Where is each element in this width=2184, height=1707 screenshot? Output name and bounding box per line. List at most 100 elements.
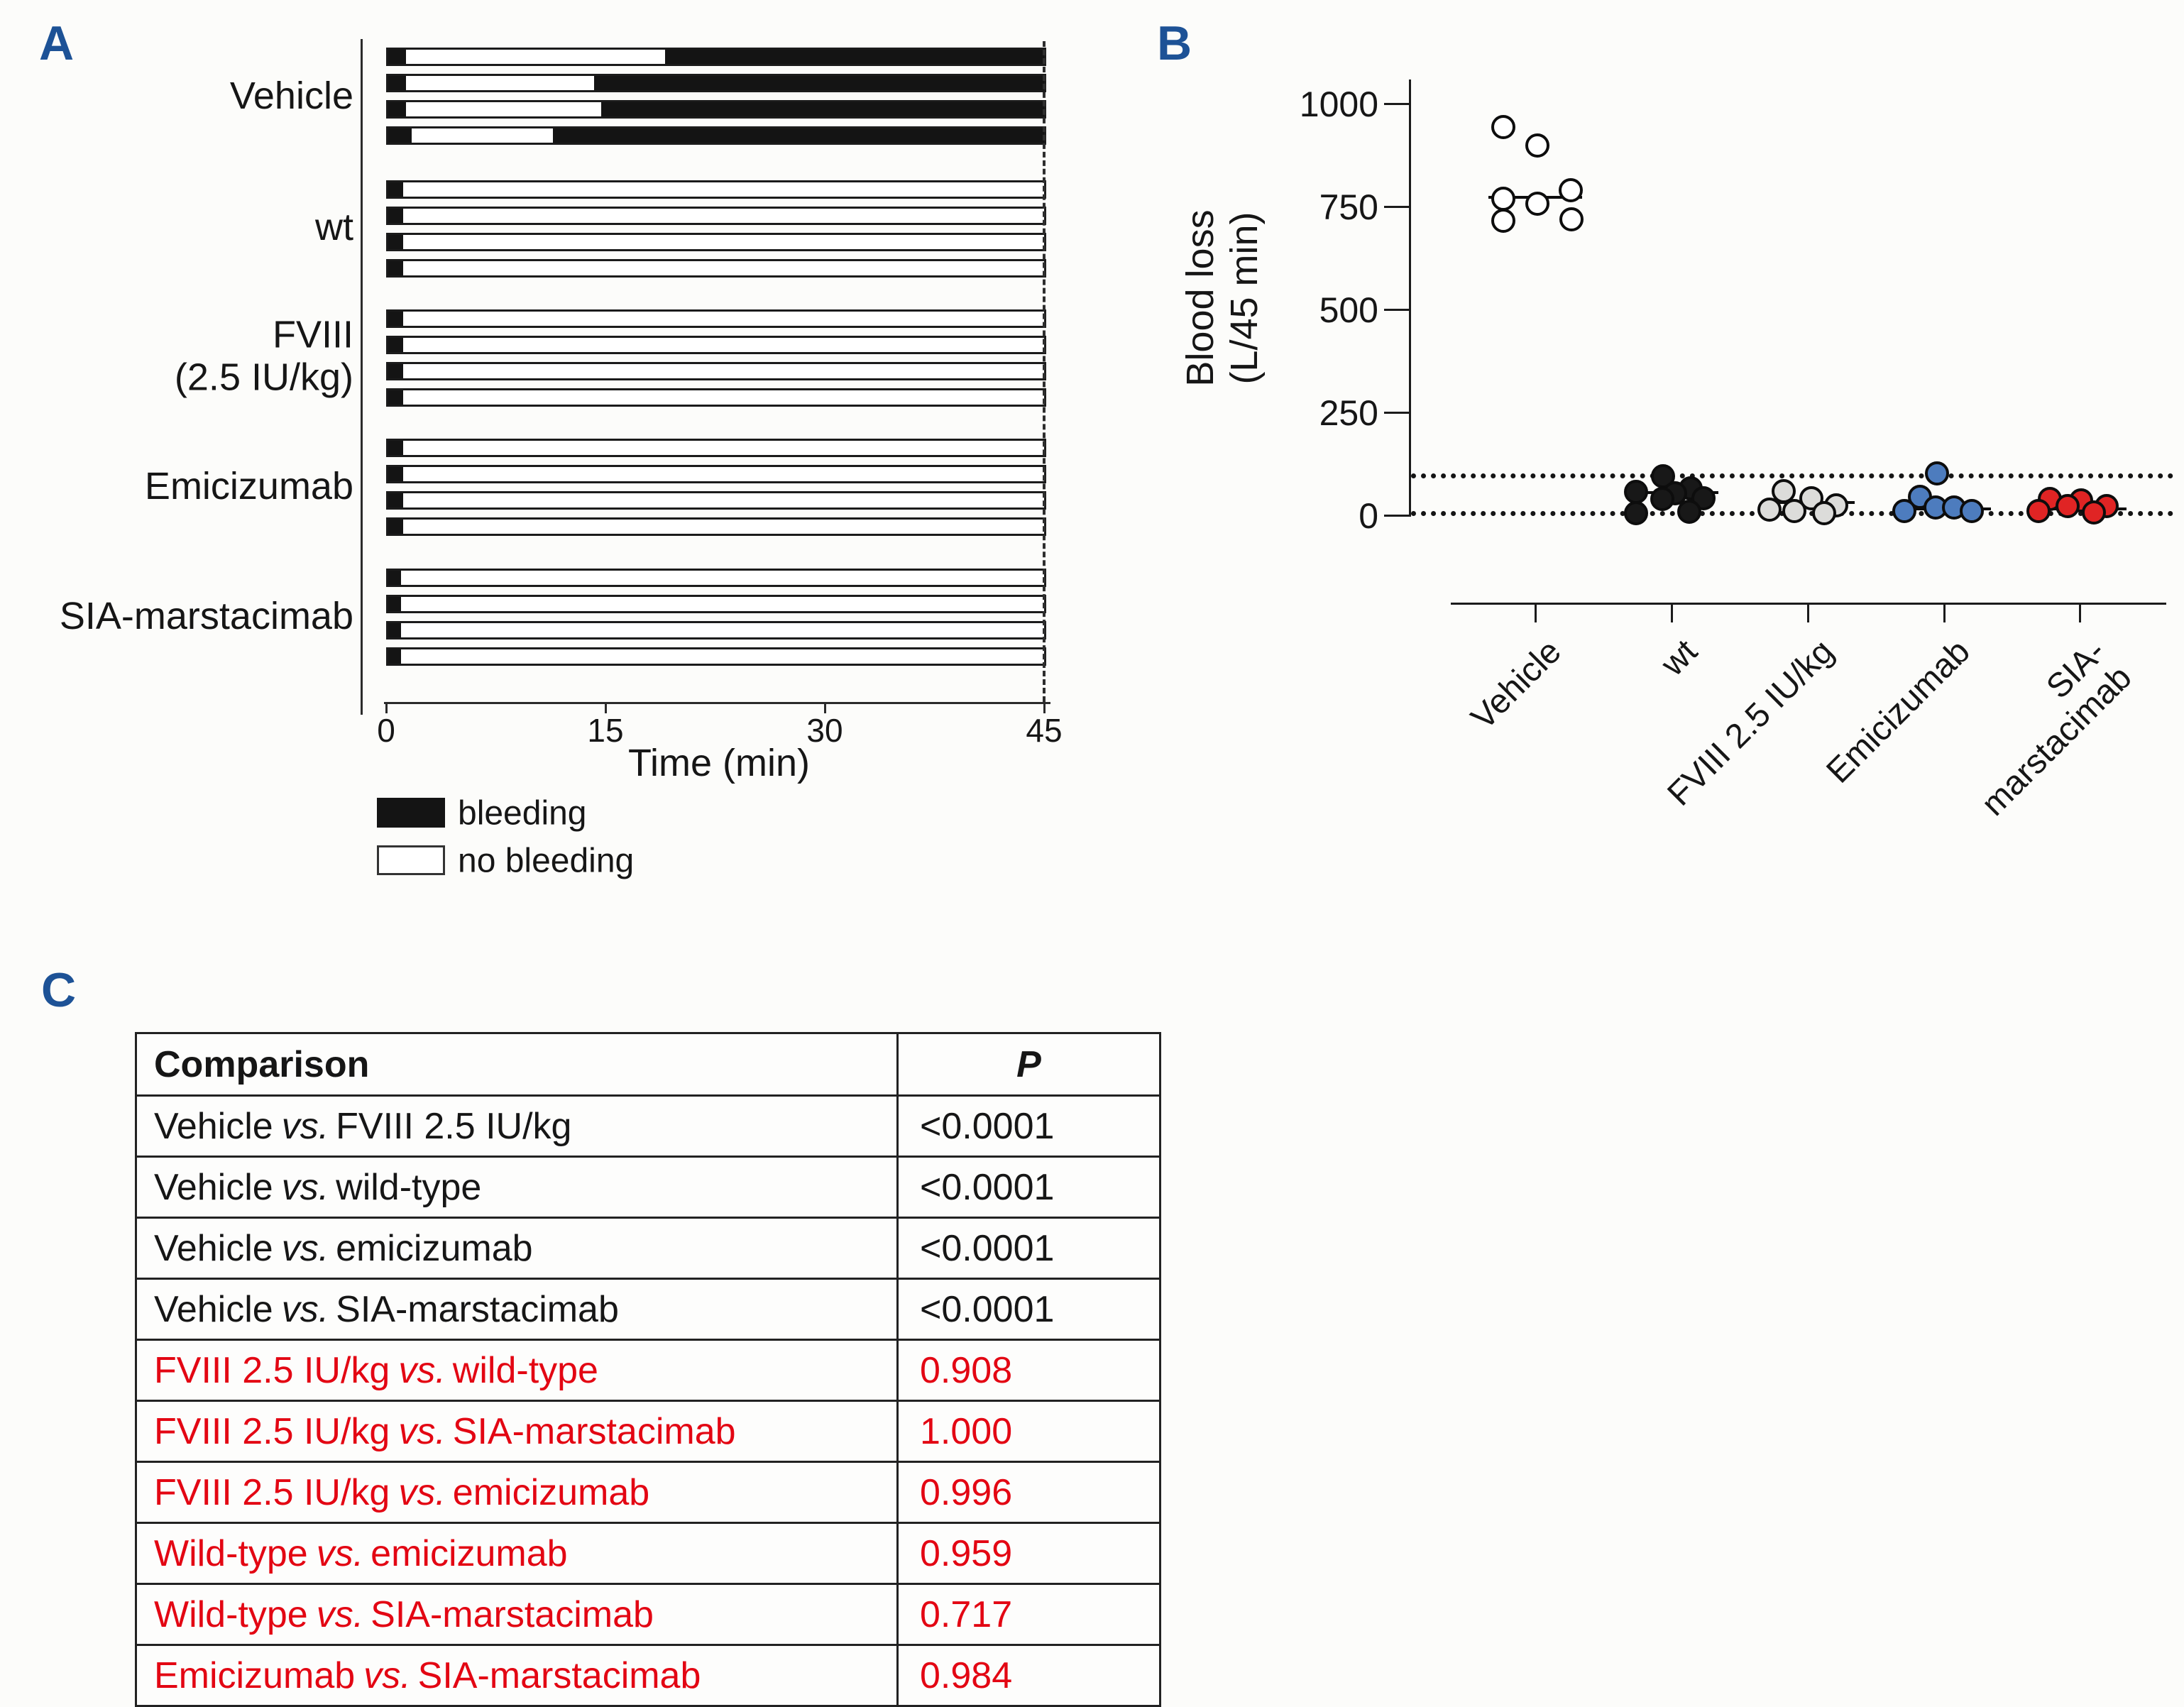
- comparison-right: emicizumab: [452, 1471, 650, 1513]
- comparison-left: Vehicle: [154, 1166, 273, 1208]
- panel-a-x-axis-line: [384, 702, 1050, 704]
- bleeding-timeline-bar: [386, 491, 1046, 510]
- category-label-vehicle: Vehicle: [1464, 632, 1569, 737]
- bleeding-timeline-bar: [386, 48, 1046, 66]
- panel-a-x-axis-title: Time (min): [628, 742, 810, 784]
- data-point: [1782, 499, 1806, 524]
- bleeding-segment: [388, 261, 403, 275]
- bleeding-timeline-bar: [386, 388, 1046, 407]
- comparison-cell: FVIII 2.5 IU/kg vs. emicizumab: [135, 1461, 899, 1524]
- p-value-cell: <0.0001: [896, 1278, 1161, 1341]
- group-label-vehicle: Vehicle: [229, 74, 353, 117]
- table-header-row: Comparison P: [135, 1032, 1161, 1097]
- data-point: [1491, 115, 1515, 140]
- comparison-left: Vehicle: [154, 1227, 273, 1269]
- table-header-comparison: Comparison: [135, 1032, 899, 1097]
- data-point: [1772, 478, 1796, 503]
- bleeding-segment: [388, 467, 403, 481]
- comparison-left: Vehicle: [154, 1288, 273, 1330]
- data-point: [1757, 497, 1782, 522]
- comparison-right: wild-type: [452, 1349, 598, 1391]
- bleeding-segment: [388, 76, 406, 90]
- bleeding-segment: [388, 493, 403, 507]
- comparison-vs: vs.: [398, 1410, 446, 1452]
- category-label-sia-: SIA- marstacimab: [1974, 632, 2139, 823]
- bleeding-timeline-bar: [386, 309, 1046, 328]
- legend-label-no-bleeding: no bleeding: [458, 842, 635, 880]
- data-point: [1491, 186, 1515, 211]
- comparison-cell: Vehicle vs. FVIII 2.5 IU/kg: [135, 1094, 899, 1158]
- p-value-cell: 0.984: [896, 1644, 1161, 1707]
- category-label-wt: wt: [1654, 632, 1705, 684]
- bleeding-segment: [553, 128, 1044, 143]
- bleeding-timeline-bar: [386, 647, 1046, 666]
- table-row: FVIII 2.5 IU/kg vs. wild-type 0.908: [135, 1339, 1161, 1402]
- legend-label-bleeding: bleeding: [458, 794, 587, 833]
- comparison-cell: FVIII 2.5 IU/kg vs. wild-type: [135, 1339, 899, 1402]
- table-row: Vehicle vs. wild-type <0.0001: [135, 1156, 1161, 1219]
- data-point: [1525, 133, 1549, 158]
- comparison-left: FVIII 2.5 IU/kg: [154, 1349, 390, 1391]
- bleeding-timeline-bar: [386, 126, 1046, 145]
- x-tick-mark: [1806, 603, 1809, 622]
- comparison-vs: vs.: [281, 1105, 329, 1147]
- data-point: [1559, 207, 1584, 231]
- x-tick-mark: [2078, 603, 2081, 622]
- bleeding-segment: [388, 390, 403, 405]
- comparison-left: FVIII 2.5 IU/kg: [154, 1410, 390, 1452]
- x-tick-label: 0: [377, 712, 395, 749]
- table-row: FVIII 2.5 IU/kg vs. emicizumab 0.996: [135, 1461, 1161, 1524]
- p-value-cell: 0.908: [896, 1339, 1161, 1402]
- bleeding-segment: [388, 623, 402, 637]
- x-tick-label: 15: [587, 712, 624, 749]
- bleeding-segment: [593, 76, 1044, 90]
- comparison-vs: vs.: [281, 1166, 329, 1208]
- p-value-cell: <0.0001: [896, 1094, 1161, 1158]
- bleeding-timeline-bar: [386, 207, 1046, 225]
- group-label-fviii: FVIII (2.5 IU/kg): [174, 313, 353, 399]
- bleeding-segment: [388, 441, 403, 455]
- data-point: [1960, 499, 1984, 524]
- comparison-left: FVIII 2.5 IU/kg: [154, 1471, 390, 1513]
- panel-a-45min-dashed-line: [1043, 41, 1046, 702]
- panel-a-axis-divider: [361, 39, 363, 715]
- data-point: [2056, 494, 2080, 519]
- comparison-right: wild-type: [336, 1166, 482, 1208]
- comparison-cell: Vehicle vs. SIA-marstacimab: [135, 1278, 899, 1341]
- comparison-cell: Vehicle vs. emicizumab: [135, 1217, 899, 1280]
- x-tick-mark: [823, 702, 826, 713]
- y-tick-mark: [1384, 411, 1409, 414]
- comparison-right: SIA-marstacimab: [417, 1654, 701, 1696]
- bleeding-timeline-bar: [386, 233, 1046, 251]
- data-point: [1925, 461, 1949, 485]
- y-tick-label: 1000: [1299, 84, 1378, 124]
- bleeding-timeline-bar: [386, 336, 1046, 354]
- dotted-reference-line: [1411, 473, 2173, 478]
- y-tick-label: 0: [1359, 496, 1378, 536]
- p-value-cell: 0.959: [896, 1522, 1161, 1585]
- y-tick-mark: [1384, 308, 1409, 311]
- bleeding-segment: [388, 520, 403, 534]
- data-point: [2082, 500, 2106, 525]
- p-value-cell: 1.000: [896, 1400, 1161, 1463]
- table-row: Vehicle vs. SIA-marstacimab <0.0001: [135, 1278, 1161, 1341]
- comparison-right: SIA-marstacimab: [371, 1593, 654, 1635]
- bleeding-segment: [388, 364, 403, 378]
- p-value-cell: <0.0001: [896, 1217, 1161, 1280]
- bleeding-timeline-bar: [386, 100, 1046, 119]
- comparison-vs: vs.: [281, 1227, 329, 1269]
- data-point: [1525, 191, 1549, 216]
- bleeding-timeline-bar: [386, 259, 1046, 278]
- p-value-cell: 0.996: [896, 1461, 1161, 1524]
- comparison-vs: vs.: [281, 1288, 329, 1330]
- data-point: [1650, 486, 1674, 511]
- data-point: [1812, 501, 1836, 526]
- y-tick-label: 250: [1319, 393, 1378, 433]
- y-tick-mark: [1384, 205, 1409, 208]
- data-point: [1491, 208, 1515, 233]
- y-tick-label: 500: [1319, 290, 1378, 330]
- comparison-left: Wild-type: [154, 1532, 308, 1574]
- comparison-cell: Vehicle vs. wild-type: [135, 1156, 899, 1219]
- bleeding-segment: [388, 571, 402, 585]
- x-tick-label: 45: [1026, 712, 1063, 749]
